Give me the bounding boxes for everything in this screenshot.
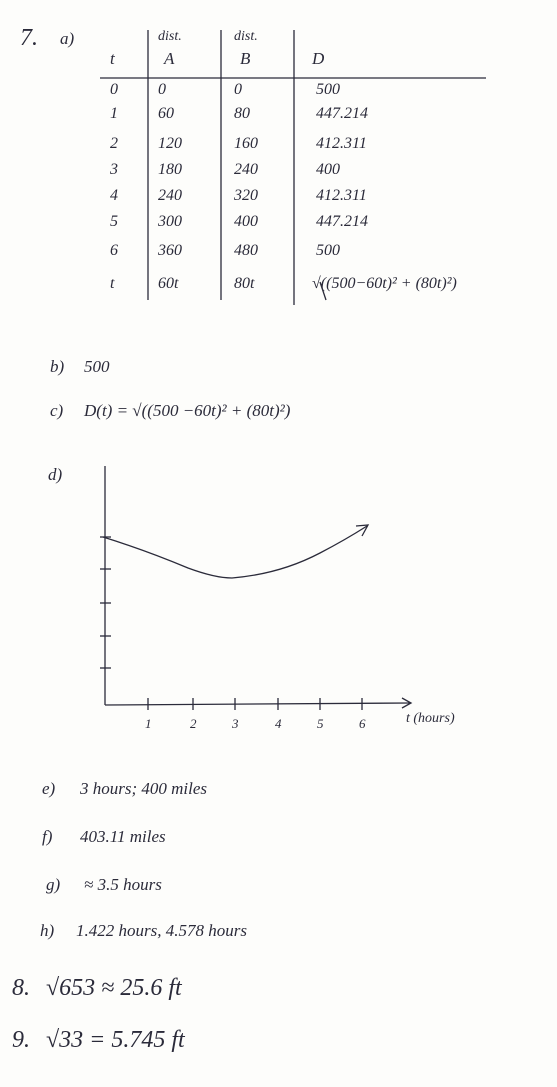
problem-number: 7. [20, 25, 38, 51]
part-label: d) [48, 465, 63, 484]
x-tick-label: 3 [232, 716, 239, 731]
part-label: e) [42, 779, 56, 798]
table-cell: 0 [158, 81, 166, 98]
table-cell: 412.311 [316, 135, 367, 152]
axis-title: t (hours) [406, 711, 455, 726]
radical [319, 281, 327, 301]
table-header: t [110, 49, 115, 68]
x-tick-label: 4 [275, 716, 282, 731]
problem-number: 9. [12, 1027, 30, 1053]
table-cell: 3 [110, 161, 118, 178]
table-cell: 160 [234, 135, 258, 152]
table-header: dist. [234, 29, 258, 44]
answer: 500 [84, 357, 110, 376]
table-cell: 447.214 [316, 213, 368, 230]
answer: 403.11 miles [80, 827, 166, 846]
table-cell: 6 [110, 242, 118, 259]
x-tick-label: 6 [359, 716, 366, 731]
answer: √33 = 5.745 ft [46, 1027, 185, 1053]
x-tick-label: 1 [145, 716, 152, 731]
x-ticks [147, 698, 363, 710]
table-cell: 60t [158, 275, 179, 292]
x-axis [104, 702, 411, 706]
problem-number: 8. [12, 975, 30, 1001]
part-label: f) [42, 827, 53, 846]
table-cell: 80t [234, 275, 255, 292]
answer: 1.422 hours, 4.578 hours [76, 921, 247, 940]
table-header: D [312, 49, 325, 68]
table-cell: 300 [158, 213, 182, 230]
part-label: h) [40, 921, 55, 940]
x-tick-label: 5 [317, 716, 324, 731]
y-ticks [100, 536, 111, 669]
x-tick-label: 2 [190, 716, 197, 731]
answer: √653 ≈ 25.6 ft [46, 975, 182, 1001]
table-cell: 240 [234, 161, 258, 178]
part-label: c) [50, 401, 64, 420]
curve-arrow [355, 524, 370, 537]
table-cell: 320 [234, 187, 258, 204]
table-cell: 4 [110, 187, 118, 204]
table-cell: 2 [110, 135, 118, 152]
answer: 3 hours; 400 miles [80, 779, 208, 798]
table-cell: 360 [158, 242, 182, 259]
table-cell: 412.311 [316, 187, 367, 204]
table-cell: 80 [234, 105, 250, 122]
table-cell: 0 [110, 81, 118, 98]
table-cell: t [110, 275, 115, 292]
table-header: dist. [158, 29, 182, 44]
table-cell: 5 [110, 213, 118, 230]
table-cell: 180 [158, 161, 182, 178]
part-label: b) [50, 357, 65, 376]
table-cell: 500 [316, 81, 340, 98]
table-cell: 480 [234, 242, 258, 259]
part-label: a) [60, 29, 75, 48]
table-cell: 120 [158, 135, 182, 152]
table-cell: 400 [234, 213, 258, 230]
answer: D(t) = √((500 −60t)² + (80t)²) [84, 401, 291, 420]
part-label: g) [46, 875, 61, 894]
table-cell: 60 [158, 105, 174, 122]
table-cell: 0 [234, 81, 242, 98]
table-cell: 500 [316, 242, 340, 259]
axis-arrow [401, 697, 413, 709]
answer: ≈ 3.5 hours [84, 875, 162, 894]
table-cell: 240 [158, 187, 182, 204]
table-header: A [164, 49, 175, 68]
table-cell: 447.214 [316, 105, 368, 122]
table-cell: 1 [110, 105, 118, 122]
table-cell: 400 [316, 161, 340, 178]
table-header: B [240, 49, 251, 68]
table-cell: √((500−60t)² + (80t)²) [312, 275, 457, 292]
curve [102, 525, 368, 579]
